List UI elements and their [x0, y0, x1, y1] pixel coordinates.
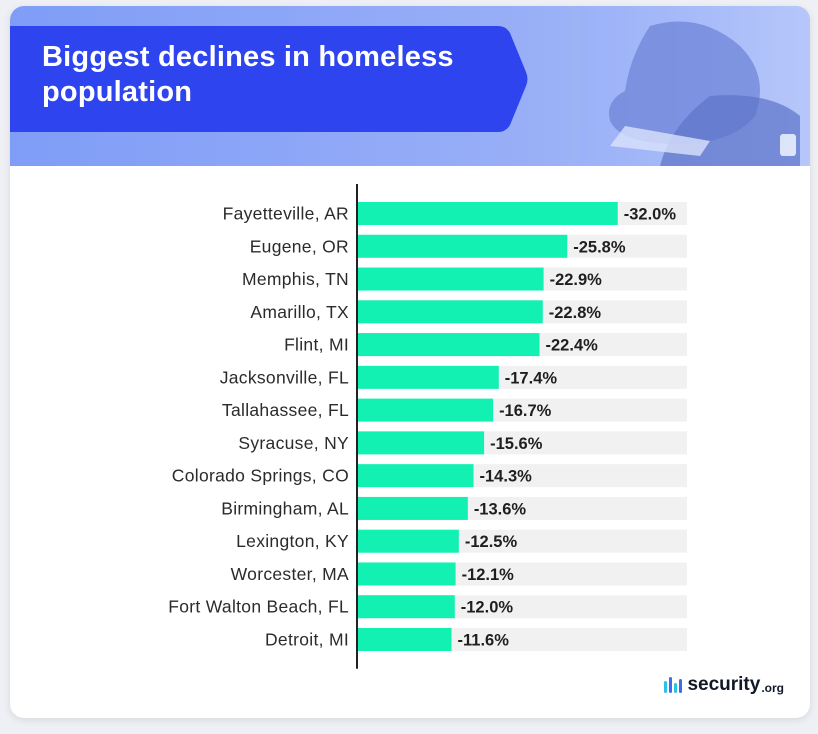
header-banner: Biggest declines in homeless population: [10, 6, 810, 166]
category-label: Eugene, OR: [250, 236, 349, 256]
logo-bar: [674, 683, 678, 693]
title-banner-shape: [10, 26, 528, 132]
value-label: -32.0%: [624, 206, 677, 224]
category-label: Colorado Springs, CO: [172, 466, 349, 486]
bar: [357, 562, 456, 586]
category-label: Fayetteville, AR: [223, 204, 349, 224]
value-label: -17.4%: [505, 369, 558, 387]
value-label: -12.5%: [465, 533, 518, 551]
value-label: -22.9%: [550, 271, 603, 289]
bar: [357, 365, 499, 389]
value-label: -16.7%: [499, 402, 552, 420]
value-label: -12.0%: [461, 599, 514, 617]
bar: [357, 398, 494, 422]
bar: [357, 333, 540, 357]
bar-chart: Fayetteville, AR -32.0% Eugene, OR -25.8% Me…: [168, 184, 687, 669]
logo-bar: [679, 679, 683, 693]
bar: [357, 464, 474, 488]
value-label: -22.4%: [546, 337, 599, 355]
security-logo-icon: [664, 677, 683, 693]
bar: [357, 529, 459, 553]
bar: [357, 496, 468, 520]
category-label: Syracuse, NY: [238, 433, 349, 453]
brand-tld: .org: [761, 681, 784, 695]
value-label: -13.6%: [474, 500, 527, 518]
value-label: -22.8%: [549, 304, 602, 322]
bar: [357, 234, 568, 258]
brand-name: security: [687, 674, 761, 695]
bar: [357, 202, 618, 225]
category-label: Amarillo, TX: [250, 302, 349, 322]
value-label: -12.1%: [462, 566, 515, 584]
logo-bar: [664, 681, 668, 693]
bar: [357, 300, 543, 324]
bar: [357, 267, 544, 291]
category-label: Detroit, MI: [265, 630, 349, 650]
value-label: -15.6%: [490, 435, 543, 453]
value-label: -14.3%: [480, 468, 533, 486]
value-label: -11.6%: [458, 632, 510, 650]
chart-title: Biggest declines in homeless population: [42, 41, 454, 108]
category-label: Flint, MI: [284, 335, 349, 355]
category-label: Fort Walton Beach, FL: [168, 597, 349, 617]
category-label: Jacksonville, FL: [220, 367, 349, 387]
category-label: Lexington, KY: [236, 531, 349, 551]
category-label: Memphis, TN: [242, 269, 349, 289]
bar: [357, 628, 452, 652]
bar: [357, 595, 455, 619]
category-label: Worcester, MA: [231, 564, 349, 584]
value-label: -25.8%: [573, 238, 626, 256]
category-label: Tallahassee, FL: [222, 400, 349, 420]
infographic-card: Biggest declines in homeless population …: [10, 6, 810, 718]
logo-bar: [669, 677, 673, 693]
category-label: Birmingham, AL: [221, 498, 349, 518]
security-org-logo: security .org: [664, 670, 784, 700]
bar: [357, 431, 485, 455]
